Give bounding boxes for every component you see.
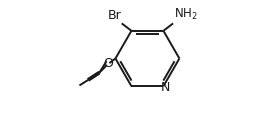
Text: N: N [160, 81, 170, 94]
Text: O: O [103, 57, 113, 70]
Text: NH$_2$: NH$_2$ [174, 7, 197, 22]
Text: Br: Br [107, 9, 121, 22]
